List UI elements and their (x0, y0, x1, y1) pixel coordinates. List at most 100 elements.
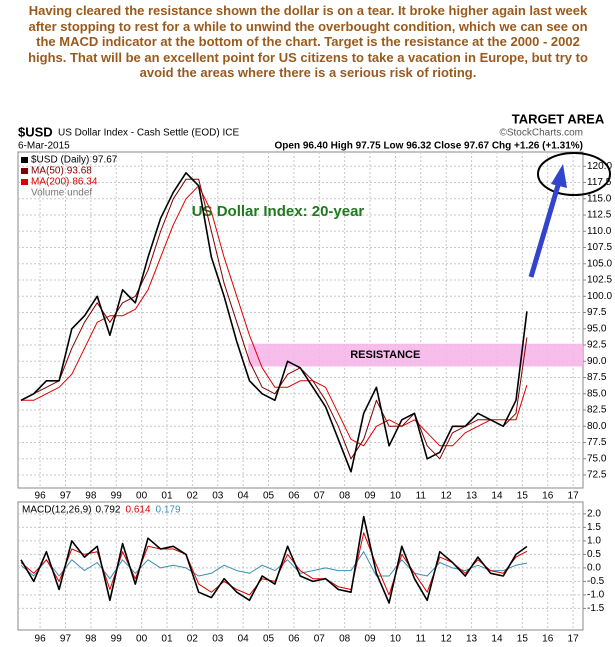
chart-subtitle: US Dollar Index - Cash Settle (EOD) ICE (58, 128, 239, 139)
commentary: Having cleared the resistance shown the … (28, 3, 588, 80)
x-tick-label: 13 (466, 634, 478, 645)
y-tick-label: 2.0 (587, 509, 601, 520)
x-tick-label: 96 (35, 634, 47, 645)
series-line (20, 178, 528, 460)
legend-value: 93.68 (67, 166, 92, 177)
x-tick-label: 00 (136, 634, 148, 645)
y-tick-label: 105.0 (587, 258, 612, 269)
x-tick-label: 01 (161, 491, 173, 502)
x-tick-label: 11 (416, 491, 427, 502)
y-tick-label: 87.5 (587, 372, 607, 383)
legend-label: $USD (Daily) (31, 155, 89, 166)
y-tick-label: 1.0 (587, 536, 601, 547)
x-tick-label: 17 (568, 634, 580, 645)
target-ellipse (537, 152, 611, 196)
x-tick-label: 02 (187, 491, 199, 502)
series-line (20, 515, 528, 604)
chart-title: $USD (18, 124, 53, 139)
x-tick-label: 16 (542, 491, 554, 502)
x-tick-label: 99 (111, 491, 123, 502)
x-tick-label: 12 (441, 491, 453, 502)
source: ©StockCharts.com (499, 128, 583, 139)
x-tick-label: 08 (339, 491, 351, 502)
y-tick-label: 75.0 (587, 453, 607, 464)
y-tick-label: 100.0 (587, 291, 612, 302)
x-tick-label: 97 (60, 491, 72, 502)
x-tick-label: 15 (517, 491, 529, 502)
macd-panel (17, 501, 584, 631)
x-tick-label: 05 (263, 491, 275, 502)
y-tick-label: 112.5 (587, 210, 612, 221)
y-tick-label: 85.0 (587, 388, 607, 399)
legend-value: 86.34 (72, 177, 97, 188)
x-tick-label: 14 (491, 491, 503, 502)
y-tick-label: 1.5 (587, 522, 601, 533)
legend-swatch (21, 168, 28, 174)
chart-annotation: US Dollar Index: 20-year (192, 203, 365, 220)
legend-value: 0.792 (95, 505, 120, 516)
x-tick-label: 99 (111, 634, 123, 645)
y-tick-label: 120.0 (587, 161, 612, 172)
resistance-label: RESISTANCE (350, 349, 420, 361)
x-tick-label: 13 (466, 491, 478, 502)
x-tick-label: 10 (390, 491, 402, 502)
x-tick-label: 06 (288, 634, 300, 645)
x-tick-label: 10 (390, 634, 402, 645)
x-tick-label: 16 (542, 634, 554, 645)
y-tick-label: 95.0 (587, 323, 607, 334)
legend-value: 0.614 (126, 505, 151, 516)
legend-label: Volume undef (31, 188, 92, 199)
x-tick-label: 02 (187, 634, 199, 645)
x-tick-label: 11 (416, 634, 427, 645)
y-tick-label: -1.5 (587, 603, 605, 614)
y-tick-label: 90.0 (587, 356, 607, 367)
series-line (20, 172, 528, 473)
x-tick-label: 15 (517, 634, 529, 645)
x-tick-label: 96 (35, 491, 47, 502)
y-tick-label: 0.0 (587, 563, 601, 574)
x-tick-label: 08 (339, 634, 351, 645)
x-tick-label: 03 (212, 491, 224, 502)
y-tick-label: -1.0 (587, 590, 605, 601)
y-tick-label: 102.5 (587, 275, 612, 286)
x-tick-label: 05 (263, 634, 275, 645)
date: 6-Mar-2015 (18, 141, 70, 152)
y-tick-label: 115.0 (587, 193, 612, 204)
x-tick-label: 06 (288, 491, 300, 502)
x-tick-label: 03 (212, 634, 224, 645)
target-arrowhead (551, 164, 567, 188)
x-tick-label: 98 (85, 634, 97, 645)
y-tick-label: 97.5 (587, 307, 607, 318)
x-tick-label: 09 (364, 491, 376, 502)
x-tick-label: 07 (314, 491, 326, 502)
y-tick-label: 0.5 (587, 549, 601, 560)
x-tick-label: 98 (85, 491, 97, 502)
x-tick-label: 09 (364, 634, 376, 645)
x-tick-label: 12 (441, 634, 453, 645)
y-tick-label: 72.5 (587, 470, 607, 481)
x-tick-label: 17 (568, 491, 580, 502)
y-tick-label: 82.5 (587, 405, 607, 416)
series-line (20, 532, 528, 596)
resistance-band (248, 343, 584, 367)
legend-swatch (21, 157, 28, 163)
x-tick-label: 00 (136, 491, 148, 502)
x-tick-label: 04 (238, 634, 250, 645)
y-tick-label: 77.5 (587, 437, 607, 448)
y-tick-label: 92.5 (587, 340, 607, 351)
x-tick-label: 97 (60, 634, 72, 645)
y-tick-label: 80.0 (587, 421, 607, 432)
series-line (21, 185, 528, 447)
y-tick-label: -0.5 (587, 576, 605, 587)
legend-label: MA(50) (31, 166, 64, 177)
y-tick-label: 117.5 (587, 177, 612, 188)
x-tick-label: 01 (161, 634, 173, 645)
legend-label: MA(200) (31, 177, 69, 188)
x-tick-label: 04 (238, 491, 250, 502)
series-line (20, 551, 527, 580)
target-arrow (528, 181, 562, 278)
x-tick-label: 14 (491, 634, 503, 645)
y-tick-label: 107.5 (587, 242, 612, 253)
quote: Open 96.40 High 97.75 Low 96.32 Close 97… (275, 141, 583, 152)
